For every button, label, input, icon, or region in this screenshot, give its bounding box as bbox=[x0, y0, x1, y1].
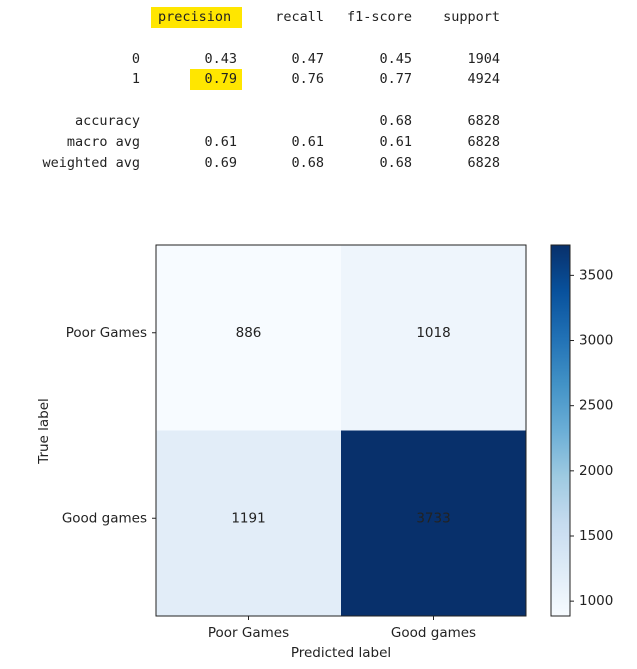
x-tick-label: Good games bbox=[391, 625, 476, 641]
x-tick-label: Poor Games bbox=[208, 625, 289, 641]
row-recall: 0.47 bbox=[291, 51, 324, 67]
y-axis-ticks: Poor Games Good games bbox=[62, 325, 156, 526]
heatmap-cell bbox=[341, 245, 526, 431]
summary-support: 6828 bbox=[467, 155, 500, 171]
classification-report: precision recall f1-score support 0 0.43… bbox=[0, 0, 637, 200]
y-tick-label: Poor Games bbox=[66, 325, 147, 341]
precision-header-highlight bbox=[151, 7, 242, 28]
summary-precision: 0.61 bbox=[204, 134, 237, 150]
heatmap-cell bbox=[156, 245, 341, 431]
summary-support: 6828 bbox=[467, 134, 500, 150]
row-f1: 0.45 bbox=[379, 51, 412, 67]
cell-value-label: 1191 bbox=[231, 510, 265, 526]
colorbar-tick-label: 1000 bbox=[579, 593, 613, 609]
row-support: 4924 bbox=[467, 71, 500, 87]
header-support: support bbox=[443, 9, 500, 25]
row-recall: 0.76 bbox=[291, 71, 324, 87]
y-tick-label: Good games bbox=[62, 510, 147, 526]
header-recall: recall bbox=[275, 9, 324, 25]
summary-precision: 0.69 bbox=[204, 155, 237, 171]
row-label: 1 bbox=[131, 71, 140, 87]
row-f1: 0.77 bbox=[379, 71, 412, 87]
summary-recall: 0.61 bbox=[291, 134, 324, 150]
header-f1-score: f1-score bbox=[346, 9, 412, 25]
colorbar-tick-label: 3000 bbox=[579, 333, 613, 349]
summary-f1: 0.68 bbox=[379, 155, 412, 171]
precision-value-highlight bbox=[190, 69, 242, 90]
header-precision: precision bbox=[158, 9, 232, 25]
x-axis-label: Predicted label bbox=[291, 645, 391, 661]
heatmap-cells: 886 1018 1191 3733 bbox=[156, 245, 526, 616]
heatmap-cell bbox=[156, 430, 341, 616]
cell-value-label: 886 bbox=[236, 325, 262, 341]
cell-value-label: 3733 bbox=[416, 510, 450, 526]
colorbar-tick-label: 1500 bbox=[579, 528, 613, 544]
summary-f1: 0.68 bbox=[379, 113, 412, 129]
plot-frame bbox=[155, 244, 527, 617]
summary-label: macro avg bbox=[66, 134, 140, 150]
summary-support: 6828 bbox=[467, 113, 500, 129]
summary-label: accuracy bbox=[74, 113, 140, 129]
colorbar-tick-label: 3500 bbox=[579, 267, 613, 283]
y-axis-label: True label bbox=[36, 398, 52, 465]
colorbar-ticks: 1000 1500 2000 2500 3000 3500 bbox=[570, 267, 613, 609]
row-support: 1904 bbox=[467, 51, 500, 67]
row-label: 0 bbox=[131, 51, 140, 67]
summary-recall: 0.68 bbox=[291, 155, 324, 171]
colorbar bbox=[550, 244, 571, 617]
summary-label: weighted avg bbox=[42, 155, 140, 171]
row-precision: 0.79 bbox=[204, 71, 237, 87]
row-precision: 0.43 bbox=[204, 51, 237, 67]
colorbar-tick-label: 2500 bbox=[579, 398, 613, 414]
heatmap-cell bbox=[341, 430, 526, 616]
summary-f1: 0.61 bbox=[379, 134, 412, 150]
cell-value-label: 1018 bbox=[416, 325, 450, 341]
colorbar-tick-label: 2000 bbox=[579, 463, 613, 479]
x-axis-ticks: Poor Games Good games bbox=[208, 616, 476, 641]
